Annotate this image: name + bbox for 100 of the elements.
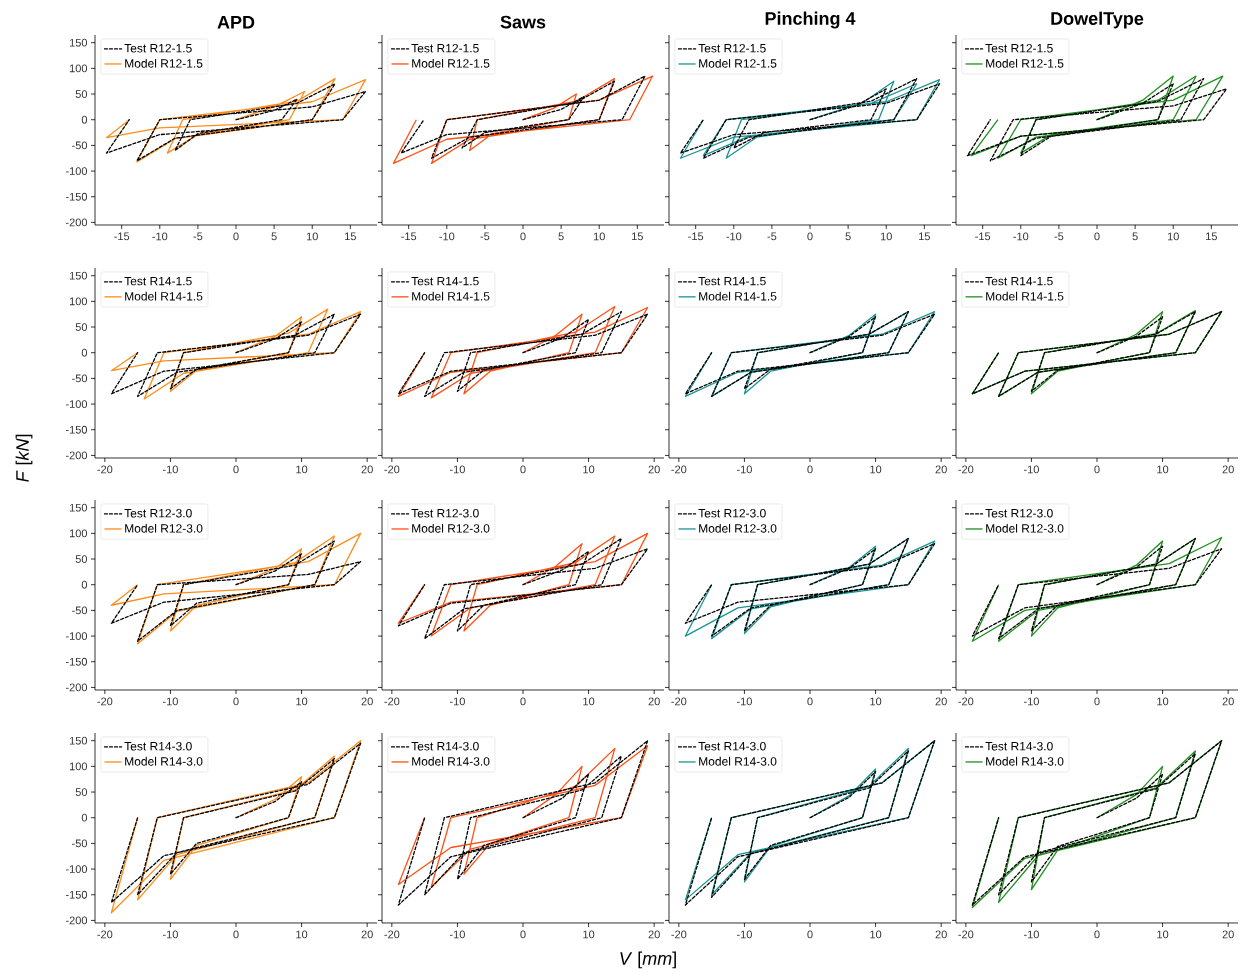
y-tick-label: -150 [65, 192, 88, 201]
x-tick-label: 10 [1157, 697, 1169, 706]
legend-label: Test R12-3.0 [985, 508, 1053, 518]
y-tick-label: -150 [65, 425, 88, 434]
x-tick-label: -10 [449, 930, 465, 939]
x-tick-label: 10 [296, 465, 308, 474]
legend-label: Model R12-1.5 [412, 58, 490, 68]
x-tick-label: 20 [1222, 697, 1234, 706]
y-tick-label: -50 [72, 839, 88, 848]
x-tick-label: -5 [480, 232, 490, 241]
x-tick-label: 15 [919, 232, 930, 241]
x-tick-label: -10 [1023, 930, 1039, 939]
x-tick-label: 15 [345, 232, 356, 241]
x-tick-label: -5 [767, 232, 777, 241]
x-tick-label: 20 [1222, 930, 1234, 939]
x-tick-label: 0 [807, 465, 813, 474]
legend-label: Test R12-3.0 [698, 508, 766, 518]
legend-label: Test R12-3.0 [124, 508, 192, 518]
x-tick-label: 0 [1094, 930, 1100, 939]
x-tick-label: 5 [845, 232, 851, 241]
y-tick-label: -200 [65, 683, 88, 692]
y-tick-label: 100 [69, 529, 88, 538]
x-tick-label: 20 [361, 697, 373, 706]
x-tick-label: 5 [1132, 232, 1138, 241]
x-tick-label: 0 [233, 930, 239, 939]
y-tick-label: -200 [65, 916, 88, 925]
legend-label: Model R12-3.0 [125, 523, 203, 533]
x-tick-label: -10 [1023, 465, 1039, 474]
x-tick-label: -20 [97, 465, 113, 474]
y-tick-label: 0 [81, 580, 88, 589]
x-tick-label: 10 [1167, 232, 1179, 241]
x-tick-label: 20 [361, 930, 373, 939]
legend-label: Test R14-3.0 [985, 741, 1053, 751]
x-tick-label: 10 [1157, 930, 1169, 939]
x-tick-label: 10 [583, 697, 595, 706]
legend-label: Test R14-3.0 [124, 741, 192, 751]
legend-label: Model R12-3.0 [412, 523, 490, 533]
x-tick-label: -10 [152, 232, 168, 241]
x-tick-label: 10 [880, 232, 892, 241]
x-tick-label: -20 [671, 465, 687, 474]
x-tick-label: 10 [870, 930, 882, 939]
x-tick-label: -20 [384, 697, 400, 706]
x-tick-label: -10 [736, 697, 752, 706]
x-tick-label: 20 [648, 697, 660, 706]
y-tick-label: 150 [69, 271, 88, 280]
x-tick-label: 0 [520, 697, 526, 706]
x-tick-label: -10 [162, 697, 178, 706]
x-tick-label: 10 [296, 697, 308, 706]
legend-label: Model R12-1.5 [699, 58, 777, 68]
x-tick-label: -10 [736, 465, 752, 474]
x-tick-label: 15 [632, 232, 643, 241]
x-tick-label: -20 [958, 465, 974, 474]
x-tick-label: 10 [296, 930, 308, 939]
y-tick-label: -100 [65, 632, 88, 640]
x-tick-label: 0 [1094, 697, 1100, 706]
x-tick-label: -10 [162, 930, 178, 939]
x-tick-label: 5 [558, 232, 564, 241]
y-tick-label: 150 [69, 38, 88, 47]
x-tick-label: 10 [870, 697, 882, 706]
x-tick-label: -20 [97, 697, 113, 706]
x-tick-label: -20 [97, 930, 113, 939]
x-tick-label: 0 [233, 697, 239, 706]
legend-label: Test R12-1.5 [411, 44, 479, 53]
y-tick-label: -50 [72, 374, 88, 383]
legend-label: Test R14-3.0 [698, 741, 766, 751]
x-tick-label: 20 [1222, 465, 1234, 474]
x-tick-label: 20 [935, 930, 947, 939]
x-tick-label: -5 [1054, 232, 1064, 241]
y-tick-label: -100 [65, 865, 88, 873]
legend-label: Model R12-3.0 [699, 523, 777, 533]
legend-label: Model R12-1.5 [986, 58, 1064, 68]
x-tick-label: 0 [1094, 465, 1100, 474]
legend-label: Model R14-1.5 [986, 291, 1064, 301]
x-tick-label: 0 [807, 930, 813, 939]
y-tick-label: -150 [65, 890, 88, 899]
x-tick-label: -10 [449, 465, 465, 474]
x-tick-label: 0 [233, 465, 239, 474]
x-tick-label: 10 [306, 232, 318, 241]
y-tick-label: -100 [65, 167, 88, 175]
y-tick-label: 50 [75, 555, 88, 563]
x-tick-label: 20 [935, 465, 947, 474]
y-tick-label: 150 [69, 503, 88, 512]
x-tick-label: 0 [807, 232, 813, 241]
x-tick-label: 0 [520, 930, 526, 939]
y-tick-label: 0 [81, 813, 88, 822]
legend-label: Model R14-3.0 [412, 756, 490, 766]
x-tick-label: 10 [583, 930, 595, 939]
x-tick-label: -10 [162, 465, 178, 474]
y-tick-label: 0 [81, 115, 88, 124]
y-tick-label: -100 [65, 400, 88, 408]
legend-label: Test R14-1.5 [124, 277, 192, 286]
legend-label: Test R12-1.5 [124, 44, 192, 53]
x-tick-label: -20 [671, 697, 687, 706]
legend-label: Test R14-1.5 [698, 277, 766, 286]
y-tick-label: 150 [69, 736, 88, 745]
x-tick-label: 20 [361, 465, 373, 474]
x-tick-label: -15 [688, 232, 704, 241]
legend-label: Model R14-3.0 [699, 756, 777, 766]
y-tick-label: -50 [72, 606, 88, 615]
x-tick-label: -20 [671, 930, 687, 939]
